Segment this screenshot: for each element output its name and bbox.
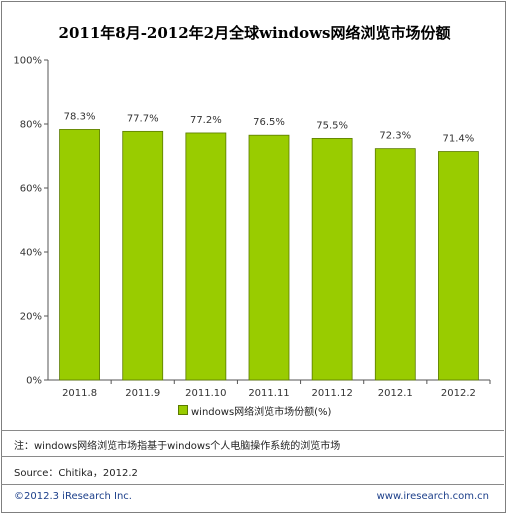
x-tick-label: 2011.12 (311, 388, 352, 399)
bar (59, 129, 100, 381)
website-link[interactable]: www.iresearch.com.cn (376, 491, 489, 502)
footnote-note: 注：windows网络浏览市场指基于windows个人电脑操作系统的浏览市场 (14, 441, 341, 452)
divider-bottom (1, 484, 504, 485)
bar (248, 134, 290, 381)
y-tick-label: 20% (20, 312, 42, 323)
y-tick-label: 60% (20, 184, 42, 195)
divider-top (1, 430, 504, 431)
bar (311, 137, 353, 381)
x-tick-label: 2011.8 (62, 388, 97, 399)
x-tick-label: 2012.1 (378, 388, 413, 399)
copyright-text: ©2012.3 iResearch Inc. (14, 491, 132, 502)
bar-data-label: 72.3% (379, 131, 411, 142)
x-tick-label: 2011.10 (185, 388, 226, 399)
bar (374, 148, 416, 381)
bar-data-label: 77.7% (127, 113, 159, 124)
legend-label: windows网络浏览市场份额(%) (191, 406, 332, 418)
x-tick-label: 2011.11 (248, 388, 289, 399)
bar-data-label: 78.3% (64, 111, 96, 122)
x-tick-label: 2012.2 (441, 388, 476, 399)
bar-data-label: 75.5% (316, 120, 348, 131)
y-tick-label: 100% (13, 56, 42, 67)
y-tick-label: 40% (20, 248, 42, 259)
bar-data-label: 71.4% (443, 134, 475, 145)
chart-title: 2011年8月-2012年2月全球windows网络浏览市场份额 (58, 24, 451, 42)
divider-middle (1, 456, 504, 457)
chart-legend: windows网络浏览市场份额(%) (178, 403, 332, 418)
y-tick-label: 0% (26, 376, 42, 387)
bar (438, 151, 479, 381)
bar-data-label: 77.2% (190, 115, 222, 126)
bar (185, 132, 227, 381)
x-tick-label: 2011.9 (125, 388, 160, 399)
legend-swatch (178, 405, 188, 415)
bar (122, 130, 164, 381)
footnote-source: Source：Chitika，2012.2 (14, 468, 138, 479)
y-tick-label: 80% (20, 120, 42, 131)
bar-data-label: 76.5% (253, 117, 285, 128)
